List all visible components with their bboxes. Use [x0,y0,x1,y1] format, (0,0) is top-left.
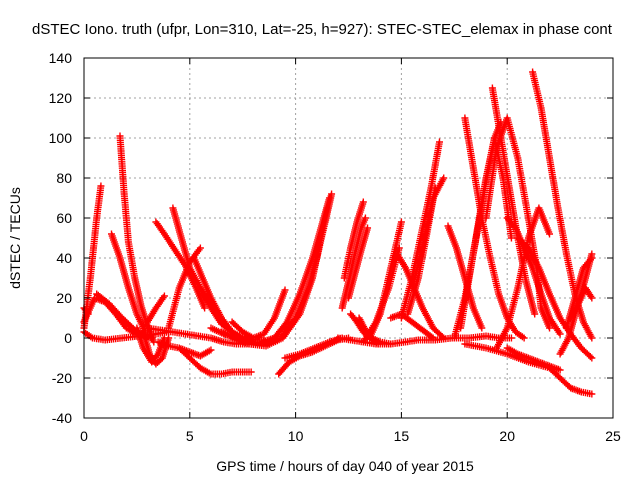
y-axis-label: dSTEC / TECUs [7,187,23,289]
data-series-18 [228,286,289,342]
data-series-40 [457,118,505,332]
plot-frame [83,57,614,419]
y-tick-label: 60 [56,210,72,226]
y-tick-label: 20 [56,290,72,306]
data-series-34 [397,138,443,322]
y-tick-label: -40 [52,410,72,426]
data-series-17 [175,344,255,378]
data-series-28 [338,214,369,312]
x-tick-label: 5 [186,428,194,444]
x-tick-label: 10 [288,428,304,444]
x-tick-label: 25 [605,428,621,444]
data-series-27 [340,198,367,282]
data-series-47 [461,340,596,398]
x-tick-labels: 0 5 10 15 20 25 [80,428,621,444]
y-tick-label: -20 [52,370,72,386]
data-series-44 [529,68,596,342]
y-tick-label: 80 [56,170,72,186]
y-tick-label: 140 [49,50,73,66]
y-tick-label: 120 [49,90,73,106]
data-series-36 [408,174,448,292]
data-series-30 [366,218,405,342]
data-series-48 [503,344,564,374]
data-series-31 [359,244,403,346]
y-tick-label: 100 [49,130,73,146]
x-tick-label: 0 [80,428,88,444]
data-series-5 [108,230,149,336]
data-series [80,68,596,398]
x-tick-label: 20 [499,428,515,444]
x-tick-label: 15 [394,428,410,444]
x-axis-label: GPS time / hours of day 040 of year 2015 [216,458,474,474]
data-series-21 [228,204,331,350]
axis-ticks [83,57,614,419]
y-tick-labels: -40 -20 0 20 40 60 80 100 120 140 [49,50,73,426]
chart-title: dSTEC Iono. truth (ufpr, Lon=310, Lat=-2… [32,21,613,38]
data-series-29 [345,224,372,302]
data-series-9 [144,292,168,326]
data-series-51 [567,284,596,322]
data-series-23 [281,334,346,362]
y-tick-label: 40 [56,250,72,266]
y-tick-label: 0 [64,330,72,346]
